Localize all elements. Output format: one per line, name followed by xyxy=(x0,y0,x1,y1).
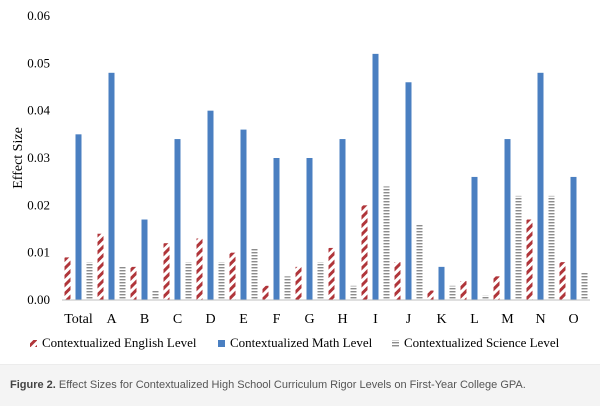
bar-horizontal-stripes-b xyxy=(152,290,159,300)
caption-label: Figure 2. xyxy=(10,379,56,391)
x-tick-label: H xyxy=(337,312,347,327)
bar-solid-j xyxy=(405,82,412,301)
bar-horizontal-stripes-n xyxy=(548,195,555,300)
x-tick-label: K xyxy=(436,312,446,327)
legend-label: Contextualized English Level xyxy=(42,335,197,350)
bar-horizontal-stripes-d xyxy=(218,262,225,300)
y-axis-label: Effect Size xyxy=(11,127,26,189)
bar-diagonal-stripes-h xyxy=(328,247,335,300)
chart-area: 0.00 0.01 0.02 0.03 0.04 0.05 0.06 Total A B C D E F… xyxy=(11,8,590,350)
bar-horizontal-stripes-o xyxy=(581,271,588,300)
y-tick-label: 0.00 xyxy=(27,292,50,307)
x-tick-label: Total xyxy=(64,312,93,327)
bar-diagonal-stripes-n xyxy=(526,219,533,300)
bar-diagonal-stripes-e xyxy=(229,252,236,300)
legend-swatch-diagonal-stripes xyxy=(30,340,37,347)
bar-solid-l xyxy=(471,176,478,300)
x-tick-label: F xyxy=(273,312,281,327)
bar-horizontal-stripes-f xyxy=(284,276,291,300)
x-tick-label: G xyxy=(304,312,314,327)
bar-solid-i xyxy=(372,53,379,301)
bar-diagonal-stripes-l xyxy=(460,281,467,300)
bar-solid-a xyxy=(108,72,115,300)
bar-horizontal-stripes-h xyxy=(350,285,357,300)
legend-swatch-solid xyxy=(218,340,225,347)
bar-horizontal-stripes-e xyxy=(251,247,258,300)
bar-solid-b xyxy=(141,219,148,300)
figure-caption: Figure 2. Effect Sizes for Contextualize… xyxy=(0,364,600,406)
chart-legend: Contextualized English Level Contextualiz… xyxy=(30,335,560,350)
bar-solid-c xyxy=(174,139,181,300)
y-axis-ticks: 0.00 0.01 0.02 0.03 0.04 0.05 0.06 xyxy=(27,8,50,307)
bar-solid-o xyxy=(570,176,577,300)
x-tick-label: D xyxy=(205,312,215,327)
x-tick-label: A xyxy=(106,312,117,327)
bar-solid-e xyxy=(240,129,247,300)
bar-horizontal-stripes-j xyxy=(416,224,423,300)
y-tick-label: 0.03 xyxy=(27,150,50,165)
bar-horizontal-stripes-m xyxy=(515,195,522,300)
bar-diagonal-stripes-a xyxy=(97,233,104,300)
legend-swatch-horizontal-stripes xyxy=(392,340,399,347)
bar-solid-m xyxy=(504,139,511,300)
x-tick-label: M xyxy=(501,312,514,327)
bars-group xyxy=(64,53,588,301)
bar-diagonal-stripes-g xyxy=(295,266,302,300)
bar-diagonal-stripes-b xyxy=(130,266,137,300)
x-axis-ticks: Total A B C D E F G H I J K L M N O xyxy=(64,312,578,327)
bar-horizontal-stripes-l xyxy=(482,295,489,300)
y-tick-label: 0.06 xyxy=(27,8,50,23)
caption-text: Effect Sizes for Contextualized High Sch… xyxy=(58,379,526,391)
bar-solid-k xyxy=(438,266,445,300)
y-tick-label: 0.02 xyxy=(27,197,50,212)
bar-solid-d xyxy=(207,110,214,300)
bar-solid-total xyxy=(75,134,82,300)
x-tick-label: C xyxy=(173,312,182,327)
bar-diagonal-stripes-m xyxy=(493,276,500,300)
x-tick-label: J xyxy=(406,312,412,327)
bar-solid-n xyxy=(537,72,544,300)
x-tick-label: N xyxy=(535,312,545,327)
x-tick-label: I xyxy=(373,312,378,327)
x-tick-label: E xyxy=(239,312,248,327)
x-tick-label: B xyxy=(140,312,149,327)
x-tick-label: L xyxy=(470,312,479,327)
bar-horizontal-stripes-a xyxy=(119,266,126,300)
y-tick-label: 0.01 xyxy=(27,245,50,260)
legend-label: Contextualized Math Level xyxy=(230,335,373,350)
bar-horizontal-stripes-c xyxy=(185,262,192,300)
y-tick-label: 0.04 xyxy=(27,103,50,118)
bar-diagonal-stripes-o xyxy=(559,262,566,300)
bar-solid-f xyxy=(273,158,280,300)
bar-horizontal-stripes-k xyxy=(449,285,456,300)
legend-label: Contextualized Science Level xyxy=(404,335,560,350)
bar-diagonal-stripes-f xyxy=(262,285,269,300)
bar-horizontal-stripes-g xyxy=(317,262,324,300)
bar-solid-h xyxy=(339,139,346,300)
bar-horizontal-stripes-total xyxy=(86,262,93,300)
bar-chart: 0.00 0.01 0.02 0.03 0.04 0.05 0.06 Total A B C D E F… xyxy=(11,8,590,350)
bar-diagonal-stripes-j xyxy=(394,262,401,300)
bar-diagonal-stripes-k xyxy=(427,290,434,300)
y-tick-label: 0.05 xyxy=(27,55,50,70)
bar-diagonal-stripes-c xyxy=(163,243,170,300)
bar-solid-g xyxy=(306,158,313,300)
bar-diagonal-stripes-total xyxy=(64,257,71,300)
bar-diagonal-stripes-d xyxy=(196,238,203,300)
x-tick-label: O xyxy=(568,312,578,327)
bar-diagonal-stripes-i xyxy=(361,205,368,300)
bar-horizontal-stripes-i xyxy=(383,186,390,300)
